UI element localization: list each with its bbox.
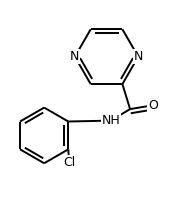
Text: N: N [70, 50, 79, 63]
Text: Cl: Cl [63, 156, 75, 169]
Text: NH: NH [102, 114, 120, 127]
Text: O: O [148, 99, 158, 112]
Text: N: N [134, 50, 143, 63]
